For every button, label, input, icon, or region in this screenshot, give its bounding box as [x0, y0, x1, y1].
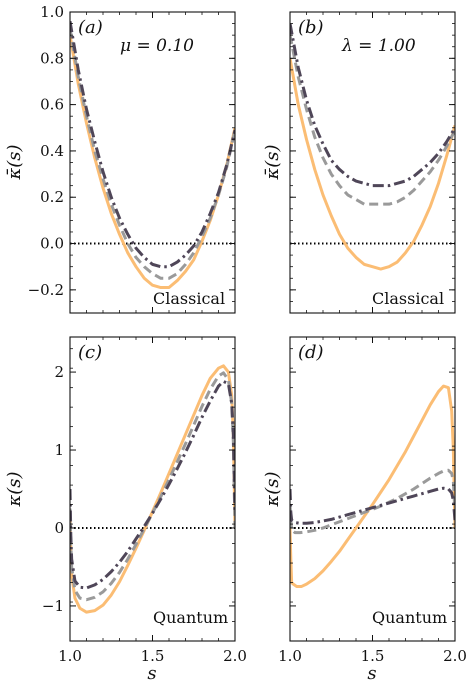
panel-d-xtick-label: 2.0	[443, 647, 467, 665]
panel-c-label: (c)	[78, 342, 102, 363]
panel-c-ytick-label: 1	[54, 441, 64, 459]
panel-b-solid-series	[290, 58, 455, 271]
panel-a-ytick-label: 0.6	[40, 96, 64, 114]
panel-c-xtick-label: 2.0	[223, 647, 247, 665]
panel-a-ytick-label: 0.8	[40, 49, 64, 67]
panel-a-ytick-label: 0.4	[40, 142, 64, 160]
panel-d-xtick-label: 1.0	[278, 647, 302, 665]
panel-a-ytick-label: 1.0	[40, 3, 64, 21]
panel-d-regime: Quantum	[372, 608, 447, 627]
panel-a-ytick-label: 0.0	[40, 235, 64, 253]
panel-c-frame	[69, 336, 236, 642]
panel-d-label: (d)	[298, 342, 324, 363]
panel-a-regime: Classical	[153, 289, 225, 308]
panel-d-ylabel: κ(s)	[262, 471, 283, 507]
panel-c-dashed-series	[70, 371, 235, 602]
panel-a-param: μ = 0.10	[120, 36, 194, 56]
panel-a-dashdot-series	[70, 21, 235, 269]
panel-c-xtick-label: 1.5	[141, 647, 165, 665]
panel-d-dashed-series	[290, 468, 455, 535]
panel-a: −0.2 0.0 0.2 0.4 0.6 0.8 1.0 (a) μ = 0.10 Clas…	[4, 3, 236, 314]
panel-c-xtick-label: 1.0	[58, 647, 82, 665]
panel-c: −1 0 1 2 1.0 1.5 2.0 (c) Quantum κ(s) s	[4, 336, 247, 684]
panel-c-xlabel: s	[147, 663, 156, 684]
panel-b-dashed-series	[290, 34, 455, 206]
panel-b-regime: Classical	[372, 289, 444, 308]
panel-a-solid-series	[70, 34, 235, 290]
panel-b: (b) λ = 1.00 Classical κ̄(s)	[262, 11, 456, 314]
panel-a-label: (a)	[78, 17, 103, 38]
panel-b-param: λ = 1.00	[341, 36, 416, 56]
panel-a-ytick-label: 0.2	[40, 188, 64, 206]
panel-c-ytick-label: 0	[54, 519, 64, 537]
panel-a-ytick-label: −0.2	[28, 281, 64, 299]
panel-d-xlabel: s	[367, 663, 376, 684]
panel-d-solid-series	[290, 384, 455, 588]
panel-c-ytick-label: −1	[42, 597, 64, 615]
panel-d-dashdot-series	[290, 486, 455, 525]
panel-d: 1.0 1.5 2.0 (d) Quantum κ(s) s	[262, 336, 467, 684]
panel-d-frame	[289, 336, 456, 642]
panel-a-dashed-series	[70, 27, 235, 280]
panel-d-xtick-label: 1.5	[361, 647, 385, 665]
panel-b-dashdot-series	[290, 23, 455, 188]
panel-c-dashdot-series	[70, 379, 235, 590]
panel-c-regime: Quantum	[153, 608, 228, 627]
panel-c-ylabel: κ(s)	[4, 471, 25, 507]
panel-b-ylabel: κ̄(s)	[262, 144, 283, 180]
panel-c-ytick-label: 2	[54, 363, 64, 381]
panel-b-label: (b)	[298, 17, 324, 38]
panel-a-ylabel: κ̄(s)	[4, 144, 25, 180]
